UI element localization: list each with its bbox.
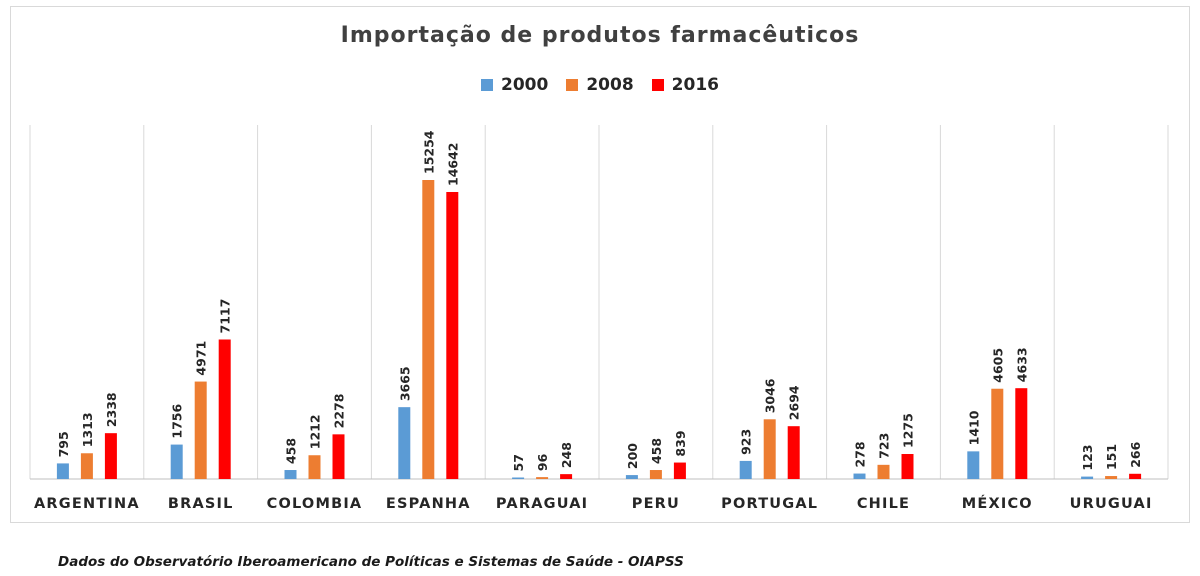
bar-2016: [787, 426, 800, 479]
data-label: 96: [535, 453, 550, 471]
legend-swatch-2016: [651, 79, 664, 91]
bar-2000: [625, 475, 638, 479]
legend-item-2008: 2008: [566, 75, 634, 95]
data-label: 1212: [308, 414, 323, 449]
bar-2000: [967, 451, 980, 479]
data-label: 3665: [397, 366, 412, 401]
data-label: 1313: [80, 412, 95, 447]
bar-2008: [80, 453, 93, 479]
data-label: 266: [1128, 441, 1143, 467]
bar-2000: [853, 473, 866, 479]
category-label: BRASIL: [168, 496, 234, 512]
category-label: ESPANHA: [386, 496, 471, 512]
bar-2016: [1015, 388, 1028, 479]
data-label: 200: [625, 443, 640, 469]
bar-2008: [308, 455, 321, 479]
data-label: 151: [1104, 444, 1119, 470]
bar-2000: [56, 463, 69, 479]
bar-2016: [673, 462, 686, 479]
data-label: 7117: [218, 299, 233, 334]
bar-2000: [1081, 476, 1094, 479]
bar-2008: [536, 477, 549, 479]
data-label: 2278: [332, 394, 347, 429]
bar-2000: [170, 444, 183, 479]
category-label: URUGUAI: [1070, 496, 1153, 512]
legend-item-2016: 2016: [651, 75, 719, 95]
legend-label-2000: 2000: [501, 75, 549, 95]
bar-2000: [284, 470, 297, 479]
data-label: 57: [511, 454, 526, 471]
legend-item-2000: 2000: [481, 75, 548, 95]
data-label: 458: [649, 438, 664, 464]
data-label: 4971: [194, 341, 209, 376]
bar-2008: [763, 419, 776, 479]
bar-2016: [560, 474, 573, 479]
bar-2016: [332, 434, 345, 479]
bar-2016: [901, 454, 914, 479]
bar-2008: [1105, 476, 1118, 479]
data-label: 3046: [763, 378, 778, 413]
data-label: 4633: [1014, 347, 1029, 382]
legend-swatch-2008: [566, 79, 579, 91]
footnote: Dados do Observatório Iberoamericano de …: [58, 554, 684, 570]
bar-2008: [422, 180, 435, 479]
legend-label-2016: 2016: [671, 75, 719, 95]
category-label: MÉXICO: [962, 495, 1033, 512]
bar-2008: [194, 381, 207, 479]
legend-swatch-2000: [481, 79, 493, 91]
category-label: PORTUGAL: [721, 496, 818, 512]
bar-2016: [1129, 473, 1142, 479]
bar-2000: [398, 407, 411, 479]
data-label: 248: [559, 442, 574, 468]
data-label: 458: [284, 438, 299, 464]
data-label: 723: [877, 433, 892, 459]
chart-title: Importação de produtos farmacêuticos: [340, 23, 860, 48]
data-label: 1275: [901, 413, 916, 448]
chart-legend: 2000 2008 2016: [11, 75, 1189, 95]
data-label: 15254: [421, 130, 436, 174]
category-label: ARGENTINA: [34, 496, 140, 512]
bar-2000: [512, 477, 525, 479]
category-label: COLOMBIA: [267, 496, 363, 512]
data-label: 795: [56, 431, 71, 457]
data-label: 1410: [966, 410, 981, 445]
bar-2016: [218, 339, 231, 479]
bar-2008: [649, 470, 662, 479]
category-label: PERU: [632, 496, 680, 512]
data-label: 123: [1080, 444, 1095, 470]
bar-2016: [446, 191, 459, 479]
bar-2008: [877, 464, 890, 479]
bar-2000: [739, 460, 752, 479]
data-label: 4605: [990, 348, 1005, 383]
category-label: PARAGUAI: [496, 496, 588, 512]
data-label: 2338: [104, 392, 119, 427]
data-label: 278: [853, 441, 868, 467]
category-label: CHILE: [857, 496, 910, 512]
bar-2016: [104, 433, 117, 479]
legend-label-2008: 2008: [586, 75, 634, 95]
data-label: 1756: [170, 403, 185, 438]
data-label: 14642: [445, 142, 460, 186]
data-label: 839: [673, 430, 688, 456]
data-label: 923: [739, 429, 754, 455]
bar-2008: [991, 388, 1004, 479]
data-label: 2694: [787, 385, 802, 420]
